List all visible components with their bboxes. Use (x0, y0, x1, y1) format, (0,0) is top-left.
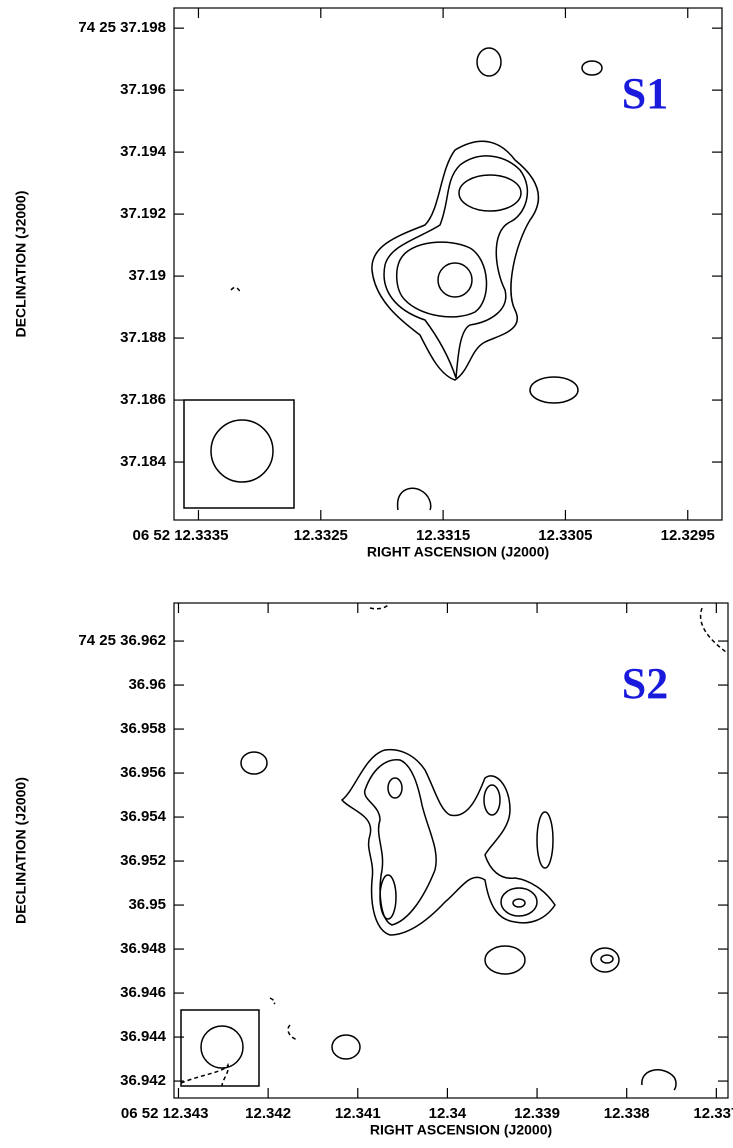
x-tick-label: 12.342 (245, 1105, 291, 1122)
x-axis-label: RIGHT ASCENSION (J2000) (367, 544, 549, 560)
y-tick-label: 74 25 37.198 (78, 19, 166, 36)
x-tick-label: 12.341 (335, 1105, 381, 1122)
y-tick-label: 36.96 (128, 676, 166, 693)
x-axis-label: RIGHT ASCENSION (J2000) (370, 1122, 552, 1138)
y-tick-label: 37.196 (120, 81, 166, 98)
y-tick-label: 37.188 (120, 329, 166, 346)
y-tick-label: 36.942 (120, 1072, 166, 1089)
y-tick-label: 37.186 (120, 391, 166, 408)
y-axis-label: DECLINATION (J2000) (13, 777, 29, 924)
annotation: S1 (622, 69, 668, 118)
y-tick-label: 37.194 (120, 143, 167, 160)
x-tick-label: 12.339 (514, 1105, 560, 1122)
y-tick-label: 37.192 (120, 205, 166, 222)
y-tick-label: 37.19 (128, 267, 166, 284)
y-tick-label: 36.952 (120, 852, 166, 869)
plot-frame (173, 7, 723, 521)
x-tick-label: 12.3325 (294, 527, 348, 544)
y-tick-label: 36.944 (120, 1028, 167, 1045)
y-tick-label: 36.946 (120, 984, 166, 1001)
y-tick-label: 74 25 36.962 (78, 632, 166, 649)
x-tick-label: 12.3305 (538, 527, 592, 544)
plot-frame (173, 602, 729, 1099)
y-tick-label: 36.958 (120, 720, 166, 737)
x-tick-label: 06 52 12.343 (121, 1105, 209, 1122)
x-tick-label: 12.338 (604, 1105, 650, 1122)
x-tick-label: 12.3315 (416, 527, 470, 544)
x-tick-label: 12.3295 (661, 527, 715, 544)
x-tick-label: 06 52 12.3335 (133, 527, 229, 544)
y-tick-label: 36.954 (120, 808, 167, 825)
y-tick-label: 37.184 (120, 453, 167, 470)
y-tick-label: 36.95 (128, 896, 166, 913)
contours-s2 (180, 604, 727, 1091)
y-axis-label: DECLINATION (J2000) (13, 191, 29, 338)
annotation: S2 (622, 659, 668, 708)
y-tick-label: 36.948 (120, 940, 166, 957)
x-tick-label: 12.34 (429, 1105, 467, 1122)
y-tick-label: 36.956 (120, 764, 166, 781)
contours-s1 (183, 47, 603, 511)
x-tick-label: 12.337 (693, 1105, 733, 1122)
